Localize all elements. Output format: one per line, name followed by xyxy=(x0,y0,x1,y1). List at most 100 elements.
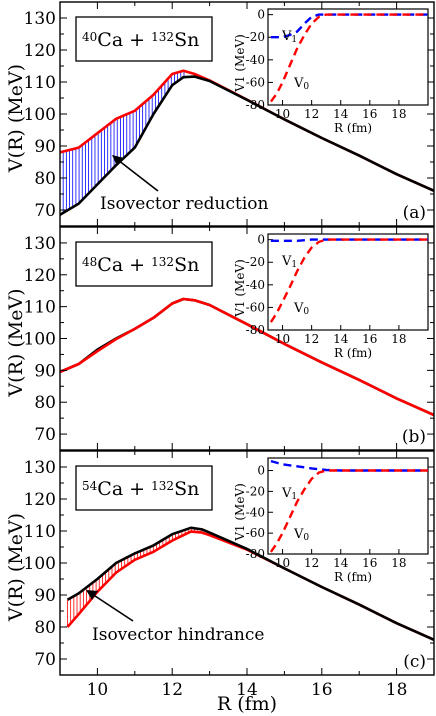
inset-y-tick-label: -60 xyxy=(246,300,265,314)
y-tick-label: 80 xyxy=(34,169,56,189)
mass-number: 132 xyxy=(151,255,174,269)
mass-number: 132 xyxy=(151,30,174,44)
subscript: 1 xyxy=(291,260,297,270)
inset-y-tick-label: -40 xyxy=(246,278,265,292)
y-tick-label: 80 xyxy=(34,393,56,413)
x-tick-label: 10 xyxy=(87,680,109,700)
inset-x-tick-label: 10 xyxy=(275,556,290,570)
inset-y-tick-label: -80 xyxy=(246,98,265,112)
y-tick-label: 100 xyxy=(24,554,56,574)
panel-label: (b) xyxy=(402,427,426,447)
inset-y-label: V1 (MeV) xyxy=(233,483,247,542)
inset-x-tick-label: 14 xyxy=(333,332,349,346)
arrow-head xyxy=(112,155,124,166)
inset-series-V1 xyxy=(270,238,428,242)
y-tick-label: 120 xyxy=(24,266,56,286)
inset-y-tick-label: -80 xyxy=(246,323,265,337)
arrow-head xyxy=(86,590,98,600)
inset-x-tick-label: 16 xyxy=(362,556,377,570)
inset-y-tick-label: -80 xyxy=(246,547,265,561)
y-axis-label: V(R) (MeV) xyxy=(5,513,27,622)
mass-number: 48 xyxy=(82,255,97,269)
x-tick-label: 16 xyxy=(311,680,333,700)
annotation-label: Isovector hindrance xyxy=(92,625,264,645)
inset-x-label: R (fm) xyxy=(334,121,372,135)
mass-number: 54 xyxy=(82,479,98,493)
plot-area xyxy=(60,297,434,417)
y-tick-label: 90 xyxy=(34,361,56,381)
system-label: 48Ca + 132Sn xyxy=(82,254,199,276)
inset-series-V1 xyxy=(270,13,428,39)
inset-x-tick-label: 10 xyxy=(275,332,290,346)
series-line-2 xyxy=(60,297,434,417)
y-tick-label: 110 xyxy=(24,298,56,318)
series-line-2 xyxy=(66,526,434,641)
y-tick-label: 130 xyxy=(24,9,56,29)
y-axis-label: V(R) (MeV) xyxy=(5,64,27,173)
inset-y-tick-label: 0 xyxy=(257,464,265,478)
inset-x-label: R (fm) xyxy=(334,346,372,360)
inset-y-tick-label: -20 xyxy=(246,30,265,44)
system-label: 54Ca + 132Sn xyxy=(82,478,199,500)
system-label: 40Ca + 132Sn xyxy=(82,29,199,51)
inset-y-label: V1 (MeV) xyxy=(233,259,247,318)
inset-x-tick-label: 16 xyxy=(362,107,377,121)
series-line-2 xyxy=(60,75,434,216)
y-tick-label: 70 xyxy=(34,425,56,445)
nucleus-label: Sn xyxy=(174,254,199,276)
subscript: 0 xyxy=(303,307,309,317)
subscript: 1 xyxy=(291,35,297,45)
x-tick-label: 12 xyxy=(161,680,183,700)
inset-y-tick-label: 0 xyxy=(257,8,265,22)
y-tick-label: 90 xyxy=(34,586,56,606)
y-tick-label: 110 xyxy=(24,522,56,542)
inset-series-V0 xyxy=(269,238,428,323)
annotation-arrow xyxy=(91,593,134,622)
y-tick-label: 70 xyxy=(34,650,56,670)
inset-x-tick-label: 18 xyxy=(391,556,406,570)
inset-series-V0 xyxy=(269,13,428,103)
annotation-label: Isovector reduction xyxy=(100,194,268,214)
panel-label: (c) xyxy=(403,652,426,672)
inset-frame xyxy=(267,233,429,331)
inset-x-tick-label: 18 xyxy=(391,107,406,121)
subscript: 0 xyxy=(303,82,309,92)
inset-plot xyxy=(269,238,428,323)
inset-x-tick-label: 12 xyxy=(304,332,319,346)
y-axis-label: V(R) (MeV) xyxy=(5,288,27,397)
system-label-box xyxy=(75,465,213,511)
inset-frame xyxy=(267,457,429,555)
inset-y-tick-label: -20 xyxy=(246,484,265,498)
inset-x-tick-label: 12 xyxy=(304,107,319,121)
y-tick-label: 100 xyxy=(24,330,56,350)
y-tick-label: 80 xyxy=(34,618,56,638)
inset-x-tick-label: 14 xyxy=(333,107,349,121)
system-label-box xyxy=(75,241,213,287)
y-tick-label: 110 xyxy=(24,73,56,93)
inset-x-tick-label: 16 xyxy=(362,332,377,346)
inset-y-tick-label: -40 xyxy=(246,505,265,519)
inset-plot xyxy=(269,13,428,103)
inset-x-tick-label: 10 xyxy=(275,107,290,121)
subscript: 1 xyxy=(291,492,297,502)
plot-area xyxy=(60,69,434,216)
y-tick-label: 90 xyxy=(34,137,56,157)
inset-y-tick-label: -40 xyxy=(246,53,265,67)
x-axis-label: R (fm) xyxy=(217,693,277,715)
inset-plot xyxy=(269,459,428,553)
y-tick-label: 130 xyxy=(24,234,56,254)
x-tick-label: 18 xyxy=(386,680,408,700)
x-tick-label: 14 xyxy=(236,680,258,700)
nucleus-label: Ca + xyxy=(97,29,151,51)
annotation-arrow xyxy=(117,159,159,192)
panel-label: (a) xyxy=(403,203,426,223)
inset-x-tick-label: 12 xyxy=(304,556,319,570)
inset-x-tick-label: 18 xyxy=(391,332,406,346)
y-tick-label: 120 xyxy=(24,490,56,510)
